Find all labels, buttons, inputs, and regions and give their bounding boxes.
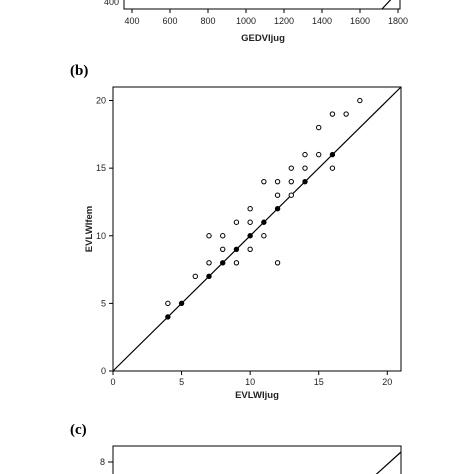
panel-b-x-axis-label: EVLWIjug — [235, 390, 279, 401]
panel-a-xtick-label: 600 — [162, 16, 177, 26]
panel-b-xtick-label: 20 — [382, 377, 392, 387]
data-point — [302, 165, 308, 171]
data-point — [206, 273, 212, 280]
data-point — [274, 192, 281, 198]
data-point — [316, 124, 322, 131]
data-point — [206, 260, 212, 266]
panel-b-xtick-label: 15 — [314, 377, 324, 387]
panel-a-frame — [123, 0, 401, 10]
data-point — [302, 178, 308, 185]
data-point — [261, 233, 267, 239]
panel-a-xtick-label: 800 — [200, 16, 215, 26]
panel-b-chart: 0 5 10 15 20 0 5 10 15 20 EVLWIjug EVLWIfem — [84, 86, 402, 401]
data-point — [247, 206, 253, 212]
data-point — [247, 233, 253, 239]
panel-a-xticks: 400 600 800 1000 1200 1400 1600 1800 — [124, 9, 408, 26]
panel-b-ytick-label: 15 — [96, 163, 106, 173]
panel-a-identity-line — [381, 0, 392, 10]
panel-c-ytick-label: 8 — [100, 457, 105, 467]
data-point — [178, 300, 185, 307]
panel-b-y-ticks: 0 5 10 15 20 — [96, 96, 113, 376]
panel-a-fragment: 400 400 600 800 1000 1200 1400 1600 1800 GEDVIj… — [104, 0, 408, 44]
panel-a-xtick-label: 1200 — [274, 16, 294, 26]
data-point — [233, 260, 240, 266]
panel-a-xtick-label: 1400 — [312, 16, 332, 26]
panel-a-x-axis-label: GEDVIjug — [241, 33, 285, 44]
data-point — [220, 233, 226, 239]
data-point — [165, 314, 171, 320]
panel-b-ytick-label: 10 — [96, 231, 106, 241]
data-point — [261, 219, 267, 225]
panel-a-xtick-label: 1800 — [388, 16, 408, 26]
panel-c-identity-line — [375, 451, 402, 474]
data-point — [329, 151, 336, 158]
panel-b-y-axis-label: EVLWIfem — [84, 206, 95, 252]
panel-c-frame — [112, 445, 402, 474]
data-point — [247, 246, 253, 252]
panel-c-fragment: 8 — [100, 445, 402, 474]
data-point — [261, 178, 267, 185]
data-point — [220, 246, 226, 252]
data-point — [220, 260, 226, 266]
data-point — [165, 300, 171, 307]
data-point — [302, 151, 308, 158]
panel-b-ytick-label: 5 — [101, 298, 106, 308]
data-point — [233, 219, 240, 225]
data-point — [274, 260, 281, 266]
panel-b-frame — [112, 86, 402, 372]
panel-b-xtick-label: 10 — [245, 377, 255, 387]
data-point — [329, 111, 336, 117]
panel-b-x-ticks: 0 5 10 15 20 — [110, 371, 392, 387]
panel-a-ytick-label: 400 — [104, 0, 119, 7]
data-point — [233, 246, 240, 252]
data-point — [274, 206, 281, 212]
panel-b-xtick-label: 0 — [110, 377, 115, 387]
data-point — [288, 192, 294, 198]
data-point — [192, 273, 198, 280]
panel-a-xtick-label: 1000 — [236, 16, 256, 26]
panel-b-label: (b) — [70, 63, 88, 79]
data-point — [206, 233, 212, 239]
data-point — [247, 219, 253, 225]
panel-a-xtick-label: 400 — [124, 16, 139, 26]
panel-b-ytick-label: 20 — [96, 96, 106, 106]
panel-b-identity-line — [112, 86, 402, 372]
panel-b-ytick-label: 0 — [101, 366, 106, 376]
panel-c-label: (c) — [70, 422, 87, 438]
data-point — [316, 151, 322, 158]
data-point — [288, 165, 294, 171]
data-point — [288, 178, 294, 185]
panel-b-points — [165, 97, 363, 320]
panel-a-xtick-label: 1600 — [350, 16, 370, 26]
data-point — [274, 178, 281, 185]
data-point — [357, 97, 363, 104]
data-point — [343, 111, 349, 117]
data-point — [329, 165, 336, 171]
panel-b-xtick-label: 5 — [179, 377, 184, 387]
